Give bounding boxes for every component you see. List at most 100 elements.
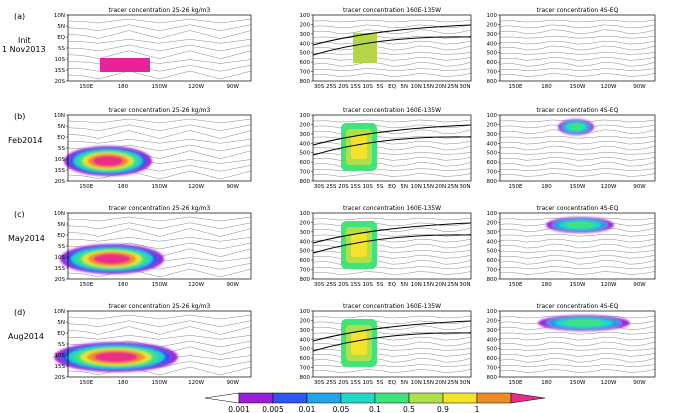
panel-2-ytick: 300 xyxy=(487,328,498,334)
panel-3-2: tracer concentration 4S-EQ 100 200 300 400 50… xyxy=(487,303,656,386)
colorbar-tick: 0.1 xyxy=(369,405,381,413)
panel-2-ytick: 500 xyxy=(487,151,498,157)
panel-0-xtick: 120W xyxy=(188,84,204,90)
panel-1-xtick: 25S xyxy=(326,84,337,90)
row-date-label: Init xyxy=(18,36,31,45)
panel-0-xtick: 150E xyxy=(79,184,93,190)
panel-2-0: tracer concentration 25-26 kg/m3 10N 5N EQ 5… xyxy=(54,205,252,288)
panel-1-xtick: 10N xyxy=(411,380,422,386)
panel-2-ytick: 500 xyxy=(487,347,498,353)
panel-0-ytick: 10N xyxy=(54,309,65,315)
panel-1-ytick: 200 xyxy=(300,220,311,226)
panel-2-ytick: 700 xyxy=(487,366,498,372)
panel-1-xtick: 30N xyxy=(459,282,470,288)
panel-0-ytick: 10S xyxy=(55,255,66,261)
panel-0-ytick: 20S xyxy=(55,277,66,283)
panel-2-ytick: 100 xyxy=(487,309,498,315)
panel-2-xtick: 90W xyxy=(633,84,646,90)
panel-1-ytick: 100 xyxy=(300,13,311,19)
row-date-label: Aug2014 xyxy=(8,332,44,341)
colorbar-tick: 0.5 xyxy=(403,405,415,413)
panel-0-ytick: 20S xyxy=(55,375,66,381)
panel-2-ytick: 200 xyxy=(487,220,498,226)
panel-2-ytick: 400 xyxy=(487,337,498,343)
panel-0-xtick: 180 xyxy=(118,282,129,288)
panel-0-ytick: 20S xyxy=(55,79,66,85)
panel-0-ytick: 10N xyxy=(54,211,65,217)
panel-0-ytick: 10S xyxy=(55,57,66,63)
panel-0-xtick: 150W xyxy=(152,84,168,90)
panel-1-ytick: 500 xyxy=(300,151,311,157)
panel-1-ytick: 300 xyxy=(300,230,311,236)
panel-0-xtick: 150E xyxy=(79,84,93,90)
panel-0-xtick: 120W xyxy=(188,184,204,190)
panel-1-xtick: 15N xyxy=(423,184,434,190)
panel-1-xtick: 20S xyxy=(338,84,349,90)
panel-1-xtick: 5S xyxy=(376,380,383,386)
panel-0-0: tracer concentration 25-26 kg/m3 10N 5N EQ 5… xyxy=(54,7,252,90)
panel-0-ytick: 5S xyxy=(58,146,65,152)
panel-1-ytick: 400 xyxy=(300,141,311,147)
row-3: (d) Aug2014 tracer concentration 25-26 kg/… xyxy=(8,303,656,386)
panel-2-xtick: 150E xyxy=(509,184,523,190)
panel-2-ytick: 200 xyxy=(487,122,498,128)
panel-1-xtick: 5N xyxy=(400,184,408,190)
panel-1-xtick: 15S xyxy=(350,282,361,288)
panel-1-xtick: 5S xyxy=(376,282,383,288)
panel-1-xtick: 10S xyxy=(362,282,373,288)
panel-1-xtick: 5S xyxy=(376,184,383,190)
panel-0-ytick: 10N xyxy=(54,13,65,19)
panel-1-ytick: 600 xyxy=(300,258,311,264)
panel-0-xtick: 150W xyxy=(152,184,168,190)
panel-1-xtick: 10N xyxy=(411,84,422,90)
panel-2-ytick: 800 xyxy=(487,179,498,185)
panel-1-xtick: 15N xyxy=(423,380,434,386)
panel-1-ytick: 500 xyxy=(300,347,311,353)
colorbar-swatch xyxy=(204,392,240,404)
panel-1-xtick: 15S xyxy=(350,380,361,386)
colorbar-swatch xyxy=(340,392,376,404)
panel-0-ytick: 5N xyxy=(57,222,65,228)
panel-2-xtick: 180 xyxy=(541,282,552,288)
panel-2-ytick: 400 xyxy=(487,239,498,245)
panel-1-ytick: 500 xyxy=(300,51,311,57)
tracer-patch xyxy=(100,58,150,72)
panel-1-xtick: 5N xyxy=(400,380,408,386)
panel-0-ytick: 10S xyxy=(55,157,66,163)
panel-1-xtick: 15S xyxy=(350,84,361,90)
colorbar-swatch xyxy=(238,392,274,404)
panel-2-ytick: 600 xyxy=(487,258,498,264)
panel-title: tracer concentration 4S-EQ xyxy=(537,205,619,212)
colorbar-tick: 0.005 xyxy=(262,405,284,413)
panel-0-xtick: 120W xyxy=(188,380,204,386)
panel-0-ytick: 5S xyxy=(58,244,65,250)
colorbar-tick: 0.05 xyxy=(333,405,350,413)
panel-0-xtick: 90W xyxy=(226,282,239,288)
panel-0-xtick: 180 xyxy=(118,380,129,386)
panel-label: (b) xyxy=(14,112,25,121)
panel-1-ytick: 100 xyxy=(300,211,311,217)
panel-2-xtick: 180 xyxy=(541,84,552,90)
panel-0-ytick: 5S xyxy=(58,342,65,348)
panel-1-1: tracer concentration 160E-135W 100 200 300 4… xyxy=(300,107,472,190)
panel-2-xtick: 180 xyxy=(541,184,552,190)
panel-1-xtick: 25N xyxy=(447,380,458,386)
panel-2-ytick: 700 xyxy=(487,268,498,274)
panel-1-ytick: 700 xyxy=(300,366,311,372)
row-1: (b) Feb2014 tracer concentration 25-26 kg/… xyxy=(8,107,656,190)
tracer-blob xyxy=(546,217,614,233)
panel-2-1: tracer concentration 160E-135W 100 200 300 4… xyxy=(300,205,472,288)
panel-1-xtick: 15N xyxy=(423,282,434,288)
panel-2-ytick: 700 xyxy=(487,170,498,176)
panel-0-ytick: 10N xyxy=(54,113,65,119)
panel-3-0: tracer concentration 25-26 kg/m3 10N 5N EQ 5… xyxy=(54,303,252,386)
panel-1-ytick: 700 xyxy=(300,170,311,176)
panel-0-ytick: 15S xyxy=(55,364,66,370)
panel-2-ytick: 200 xyxy=(487,22,498,28)
panel-0-xtick: 90W xyxy=(226,184,239,190)
panel-1-ytick: 800 xyxy=(300,375,311,381)
panel-2-ytick: 300 xyxy=(487,32,498,38)
panel-0-ytick: 15S xyxy=(55,168,66,174)
panel-1-xtick: EQ xyxy=(388,380,396,386)
